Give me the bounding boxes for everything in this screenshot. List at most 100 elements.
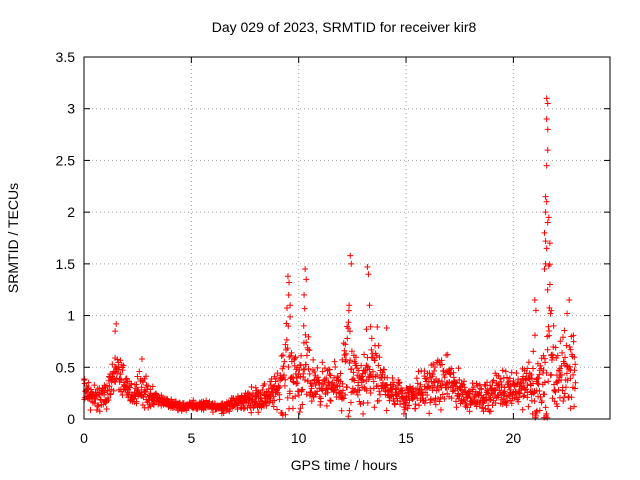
- data-point: [421, 400, 428, 407]
- data-point: [341, 352, 348, 359]
- data-point: [454, 385, 461, 392]
- data-point: [530, 365, 537, 372]
- data-point-peak: [301, 291, 308, 298]
- data-point: [436, 398, 443, 405]
- data-point-peak: [541, 266, 548, 273]
- data-point: [339, 387, 346, 394]
- data-point: [342, 341, 349, 348]
- data-point: [203, 397, 210, 404]
- data-point: [484, 386, 491, 393]
- data-point-peak: [564, 310, 571, 317]
- data-point: [379, 379, 386, 386]
- data-point: [327, 397, 334, 404]
- data-point: [482, 405, 489, 412]
- data-point: [210, 409, 217, 416]
- data-point: [344, 335, 351, 342]
- data-point-peak: [566, 297, 573, 304]
- data-point: [413, 375, 420, 382]
- data-point: [544, 346, 551, 353]
- data-point: [286, 388, 293, 395]
- chart-title: Day 029 of 2023, SRMTID for receiver kir…: [212, 19, 477, 35]
- data-point: [280, 363, 287, 370]
- data-point: [515, 398, 522, 405]
- data-point: [571, 403, 578, 410]
- data-point: [431, 384, 438, 391]
- data-point: [310, 356, 317, 363]
- data-point: [557, 338, 564, 345]
- data-point: [346, 360, 353, 367]
- data-point: [220, 409, 227, 416]
- data-point: [119, 367, 126, 374]
- data-point: [548, 356, 555, 363]
- data-point: [495, 394, 502, 401]
- data-point: [570, 338, 577, 345]
- data-point: [429, 371, 436, 378]
- data-point: [470, 384, 477, 391]
- data-point: [300, 322, 307, 329]
- data-point: [544, 286, 551, 293]
- data-point: [107, 391, 114, 398]
- data-point: [281, 382, 288, 389]
- data-point: [140, 379, 147, 386]
- data-point: [376, 354, 383, 361]
- data-point: [490, 377, 497, 384]
- data-point: [103, 406, 110, 413]
- data-point: [107, 390, 114, 397]
- data-point: [540, 352, 547, 359]
- data-point-peak: [542, 238, 549, 245]
- data-point: [541, 379, 548, 386]
- data-point: [513, 370, 520, 377]
- data-point: [284, 394, 291, 401]
- data-point: [571, 367, 578, 374]
- data-point: [299, 401, 306, 408]
- data-point: [138, 384, 145, 391]
- data-point: [105, 396, 112, 403]
- data-point-peak: [338, 407, 345, 414]
- data-point-peak: [138, 356, 145, 363]
- data-point: [417, 381, 424, 388]
- data-point: [136, 368, 143, 375]
- data-point: [503, 402, 510, 409]
- data-point: [311, 368, 318, 375]
- data-point: [342, 358, 349, 365]
- data-point: [572, 379, 579, 386]
- data-point: [354, 391, 361, 398]
- data-point: [331, 358, 338, 365]
- data-point: [567, 405, 574, 412]
- data-point: [498, 381, 505, 388]
- data-point: [305, 365, 312, 372]
- data-point: [559, 349, 566, 356]
- data-point: [302, 361, 309, 368]
- data-point: [330, 382, 337, 389]
- data-point: [491, 387, 498, 394]
- data-point: [566, 344, 573, 351]
- data-point: [306, 370, 313, 377]
- data-point: [374, 371, 381, 378]
- data-point-peak: [544, 147, 551, 154]
- data-point: [323, 375, 330, 382]
- data-point: [293, 380, 300, 387]
- data-point: [537, 394, 544, 401]
- data-point: [350, 369, 357, 376]
- data-point-peak: [286, 279, 293, 286]
- data-point: [517, 390, 524, 397]
- data-point-peak: [546, 281, 553, 288]
- data-point: [383, 407, 390, 414]
- data-point-peak: [545, 214, 552, 221]
- data-point: [299, 386, 306, 393]
- data-point: [448, 365, 455, 372]
- data-point: [448, 395, 455, 402]
- data-point: [571, 354, 578, 361]
- data-point: [283, 336, 290, 343]
- data-point: [306, 347, 313, 354]
- data-point: [414, 395, 421, 402]
- data-point: [109, 374, 116, 381]
- data-point: [291, 362, 298, 369]
- data-point: [330, 386, 337, 393]
- data-point: [444, 351, 451, 358]
- data-point: [348, 348, 355, 355]
- data-point: [438, 378, 445, 385]
- data-point: [292, 354, 299, 361]
- data-point: [343, 384, 350, 391]
